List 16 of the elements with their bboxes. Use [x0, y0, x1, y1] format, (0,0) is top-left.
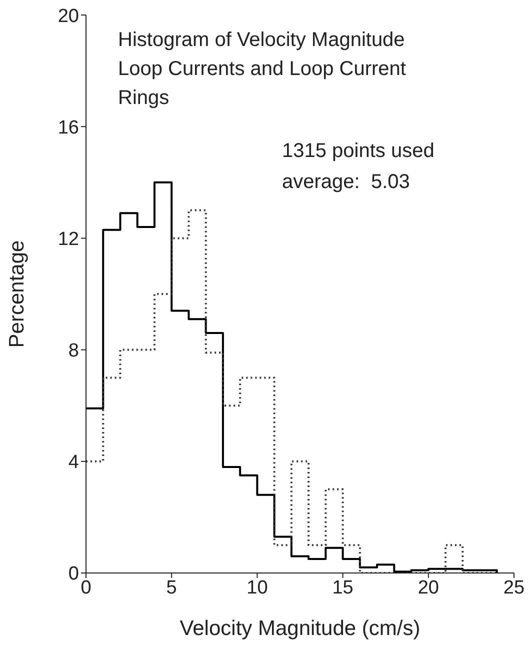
x-axis-title: Velocity Magnitude (cm/s): [180, 617, 420, 640]
y-tick-label: 0: [68, 564, 79, 585]
x-tick-label: 10: [246, 577, 268, 598]
x-tick-label: 5: [166, 577, 177, 598]
y-tick-label: 8: [68, 340, 79, 362]
y-axis-title: Percentage: [5, 240, 28, 348]
x-tick-label: 15: [332, 577, 354, 598]
annotation: 1315 points used: [282, 139, 434, 164]
y-tick-label: 4: [68, 452, 80, 474]
x-tick-label: 20: [418, 577, 439, 598]
y-tick-label: 20: [58, 6, 79, 27]
y-tick-label: 12: [58, 228, 79, 250]
x-tick-label: 25: [503, 577, 525, 598]
annotation: average: 5.03: [282, 170, 411, 195]
y-tick-label: 16: [58, 117, 79, 138]
text: Histogram of Velocity Magnitude Loop Currents and Loop Current Rings: [118, 28, 406, 111]
